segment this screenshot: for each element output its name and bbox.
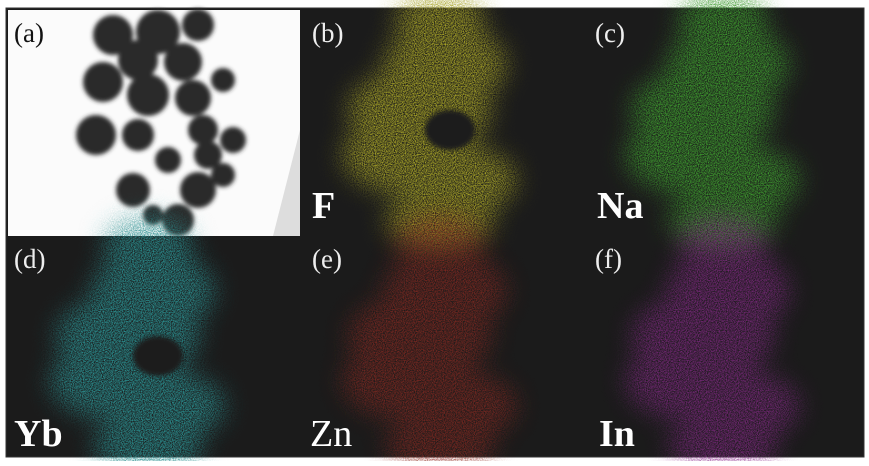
panel-label: (f) [595,244,622,274]
panel-c: (c) Na [595,0,800,248]
panel-label: (c) [595,18,625,48]
panel-f: (f) In [595,216,800,466]
element-label: Na [597,185,643,227]
panel-a: (a) [8,9,300,236]
panel-label: (e) [312,244,342,274]
panel-d: (d) Yb [14,216,225,466]
panel-e: (e) Zn [310,216,517,466]
panel-b: (b) F [312,0,517,248]
element-label: F [312,185,335,227]
element-label: In [599,413,635,455]
panel-label: (a) [14,18,44,48]
panel-label: (d) [14,244,45,274]
element-label: Yb [14,413,63,455]
element-label: Zn [310,413,352,455]
panel-label: (b) [312,18,343,48]
